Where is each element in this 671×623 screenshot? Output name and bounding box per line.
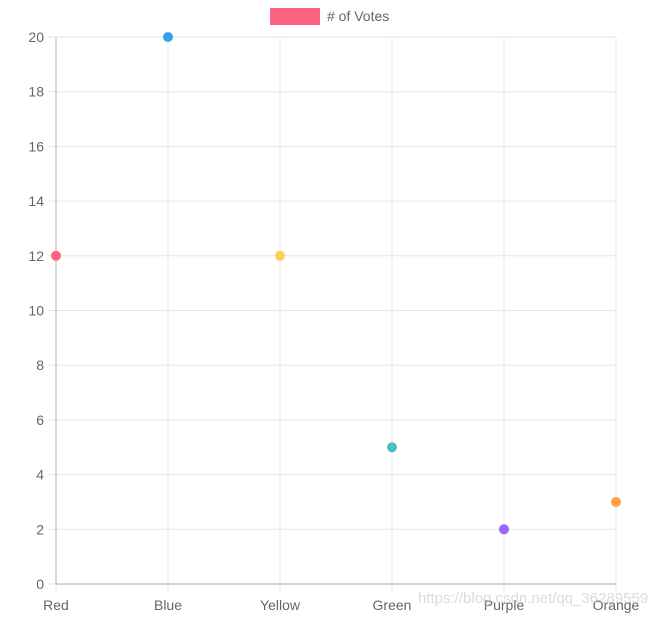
x-tick-label: Blue	[154, 597, 182, 613]
data-point	[499, 524, 509, 535]
data-point	[163, 32, 173, 42]
legend[interactable]: # of Votes	[270, 8, 389, 25]
legend-label[interactable]: # of Votes	[327, 8, 389, 24]
axes	[55, 37, 616, 585]
tick-labels: 0 2 4 6 8 10 12 14 16 18 20 Red Blue Yellow Green Purpl…	[28, 29, 639, 613]
data-point	[387, 442, 397, 453]
data-point	[51, 250, 61, 261]
y-tick-label: 12	[28, 248, 44, 264]
data-points	[51, 32, 621, 535]
data-point	[611, 496, 621, 507]
y-tick-label: 6	[36, 412, 44, 428]
y-tick-label: 10	[28, 303, 44, 319]
x-tick-label: Green	[373, 597, 412, 613]
y-tick-label: 18	[28, 84, 44, 100]
y-tick-label: 4	[36, 467, 44, 483]
y-tick-label: 14	[28, 193, 44, 209]
x-tick-label: Orange	[593, 597, 640, 613]
y-tick-label: 2	[36, 521, 44, 537]
x-tick-label: Red	[43, 597, 69, 613]
x-tick-label: Purple	[484, 597, 525, 613]
y-tick-label: 8	[36, 357, 44, 373]
grid-lines	[48, 36, 617, 592]
y-tick-label: 20	[28, 29, 44, 45]
legend-swatch[interactable]	[270, 8, 320, 25]
data-point	[275, 250, 285, 261]
y-tick-label: 0	[36, 576, 44, 592]
y-tick-label: 16	[28, 138, 44, 154]
x-tick-label: Yellow	[260, 597, 301, 613]
